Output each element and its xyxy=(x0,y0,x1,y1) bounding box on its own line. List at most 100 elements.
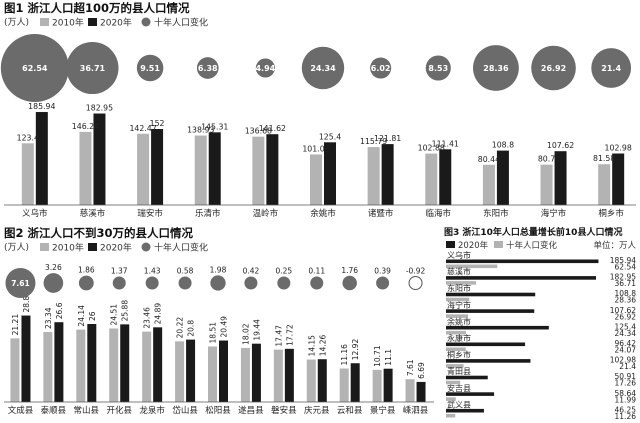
change-bubble xyxy=(591,48,632,88)
bar-2010 xyxy=(240,347,250,402)
value-label-2010: 24.14 xyxy=(77,305,86,327)
change-bubble xyxy=(66,41,119,95)
bar-2020 xyxy=(151,129,164,205)
bar-2020 xyxy=(439,149,452,205)
value-label-change: 24.07 xyxy=(615,346,637,355)
change-label: 21.4 xyxy=(601,64,621,73)
category-label: 海宁市 xyxy=(541,208,567,219)
category-label: 东阳市 xyxy=(447,283,471,293)
bar-2020 xyxy=(446,292,536,297)
value-label-2020: 14.26 xyxy=(318,335,327,357)
change-label: 1.76 xyxy=(341,266,358,275)
change-label: 1.98 xyxy=(210,265,227,274)
category-label: 海宁市 xyxy=(447,300,471,310)
category-label: 武义县 xyxy=(447,399,471,409)
value-label-2010: 17.47 xyxy=(274,325,283,347)
value-label-2010: 142.47 xyxy=(129,124,156,133)
category-label: 慈溪市 xyxy=(80,208,106,219)
value-label-2010: 11.16 xyxy=(340,344,349,366)
value-label-2020: 17.72 xyxy=(285,324,294,346)
bar-2020 xyxy=(446,408,484,413)
bar-2020 xyxy=(554,151,567,205)
change-bubble xyxy=(310,276,324,290)
value-label-2020: 141.62 xyxy=(259,124,286,133)
unit-label: 单位：万人 xyxy=(593,240,636,251)
change-label: 1.86 xyxy=(78,266,95,275)
value-label-2020: 152 xyxy=(150,119,165,128)
change-bubble xyxy=(277,276,291,290)
bar-2010 xyxy=(252,136,265,205)
bar-change xyxy=(446,281,477,285)
change-bubble xyxy=(342,275,357,291)
change-label: 6.02 xyxy=(371,64,391,73)
bar-2010 xyxy=(10,338,20,402)
value-label-2020: 182.95 xyxy=(86,104,113,113)
category-label: 松阳县 xyxy=(205,405,231,416)
category-label: 常山县 xyxy=(74,405,100,416)
bar-2020 xyxy=(317,359,327,402)
change-bubble xyxy=(425,55,451,81)
bar-2020 xyxy=(93,113,106,205)
value-label-2020: 108.8 xyxy=(492,141,514,150)
legend-swatch-2020 xyxy=(446,241,455,248)
change-bubble xyxy=(473,45,519,91)
value-label-2020: 107.62 xyxy=(610,306,636,315)
category-label: 东阳市 xyxy=(483,208,509,219)
change-bubble xyxy=(531,45,576,91)
value-label-2010: 23.46 xyxy=(143,307,152,329)
value-label-2010: 101.07 xyxy=(302,144,329,153)
value-label-2020: 108.8 xyxy=(615,289,637,298)
change-bubble xyxy=(43,273,64,293)
category-label: 瑞安市 xyxy=(137,208,163,219)
value-label-2020: 28.82 xyxy=(22,291,31,313)
change-label: 7.61 xyxy=(11,279,30,288)
value-label-2020: 12.92 xyxy=(351,339,360,361)
value-label-change: 62.54 xyxy=(615,263,637,272)
change-label: 24.34 xyxy=(310,64,336,73)
value-label-2010: 18.02 xyxy=(241,323,250,345)
value-label-2020: 26.6 xyxy=(55,302,64,319)
bar-2020 xyxy=(21,315,31,402)
bar-change xyxy=(446,297,470,302)
bar-2020 xyxy=(35,112,48,205)
bar-2010 xyxy=(109,328,119,402)
bar-2020 xyxy=(120,324,130,402)
bar-2010 xyxy=(306,359,316,402)
bar-2020 xyxy=(446,392,495,396)
value-label-2010: 80.7 xyxy=(538,155,555,164)
category-label: 余姚市 xyxy=(310,208,336,219)
change-label: 28.36 xyxy=(483,64,509,73)
category-label: 临海市 xyxy=(426,208,452,219)
legend-swatch-2010 xyxy=(40,18,49,26)
value-label-2010: 115.79 xyxy=(360,137,387,146)
value-label-change: 11.26 xyxy=(615,412,637,419)
bar-2020 xyxy=(446,325,549,330)
change-label: 0.58 xyxy=(177,267,194,276)
category-label: 磐安县 xyxy=(271,405,297,416)
change-label: 0.25 xyxy=(275,267,292,276)
bar-2020 xyxy=(383,368,393,402)
bar-2020 xyxy=(446,342,526,347)
bar-2010 xyxy=(79,131,92,205)
bar-2010 xyxy=(339,368,349,402)
figure-3: 图3 浙江10年人口总量增长前10县人口情况 2020年 十年人口变化 单位：万人义乌… xyxy=(444,226,637,421)
change-bubble xyxy=(5,268,36,298)
bar-change xyxy=(446,397,456,401)
category-label: 温岭市 xyxy=(253,208,279,219)
change-label: 0.42 xyxy=(243,267,260,276)
change-label: 26.92 xyxy=(541,64,566,73)
value-label-2020: 107.62 xyxy=(547,141,574,150)
value-label-change: 21.4 xyxy=(619,362,636,371)
category-label: 岱山县 xyxy=(172,405,198,416)
category-label: 庆元县 xyxy=(304,405,330,416)
value-label-2010: 136.68 xyxy=(245,127,272,136)
category-label: 文成县 xyxy=(8,405,34,416)
value-label-2020: 50.91 xyxy=(615,372,637,381)
bar-2010 xyxy=(76,329,86,402)
legend-label-2020: 2020年 xyxy=(458,240,489,251)
category-label: 嵊泗县 xyxy=(403,405,429,416)
value-label-2010: 24.51 xyxy=(110,304,119,326)
category-label: 云和县 xyxy=(337,406,363,416)
bar-2020 xyxy=(446,359,531,363)
category-label: 桐乡市 xyxy=(598,208,624,219)
